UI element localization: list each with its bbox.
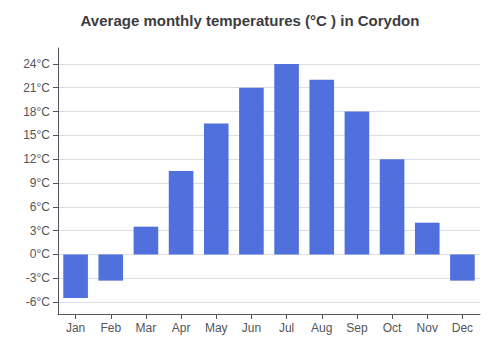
- svg-text:Dec: Dec: [452, 321, 473, 335]
- svg-text:Average monthly temperatures (: Average monthly temperatures (°C ) in Co…: [81, 12, 420, 29]
- svg-text:May: May: [205, 321, 228, 335]
- svg-text:Aug: Aug: [311, 321, 332, 335]
- svg-text:12°C: 12°C: [23, 152, 50, 166]
- svg-text:Jul: Jul: [279, 321, 294, 335]
- svg-text:9°C: 9°C: [30, 176, 50, 190]
- svg-text:Sep: Sep: [346, 321, 368, 335]
- svg-text:-3°C: -3°C: [26, 271, 50, 285]
- svg-text:21°C: 21°C: [23, 81, 50, 95]
- svg-text:Jan: Jan: [66, 321, 85, 335]
- svg-text:24°C: 24°C: [23, 57, 50, 71]
- svg-text:Feb: Feb: [100, 321, 121, 335]
- svg-text:Jun: Jun: [242, 321, 261, 335]
- svg-text:Apr: Apr: [172, 321, 191, 335]
- svg-text:6°C: 6°C: [30, 200, 50, 214]
- svg-text:Nov: Nov: [417, 321, 438, 335]
- svg-text:-6°C: -6°C: [26, 295, 50, 309]
- svg-text:15°C: 15°C: [23, 128, 50, 142]
- svg-text:Mar: Mar: [136, 321, 157, 335]
- svg-text:Oct: Oct: [383, 321, 402, 335]
- svg-text:18°C: 18°C: [23, 105, 50, 119]
- svg-text:3°C: 3°C: [30, 224, 50, 238]
- svg-text:0°C: 0°C: [30, 247, 50, 261]
